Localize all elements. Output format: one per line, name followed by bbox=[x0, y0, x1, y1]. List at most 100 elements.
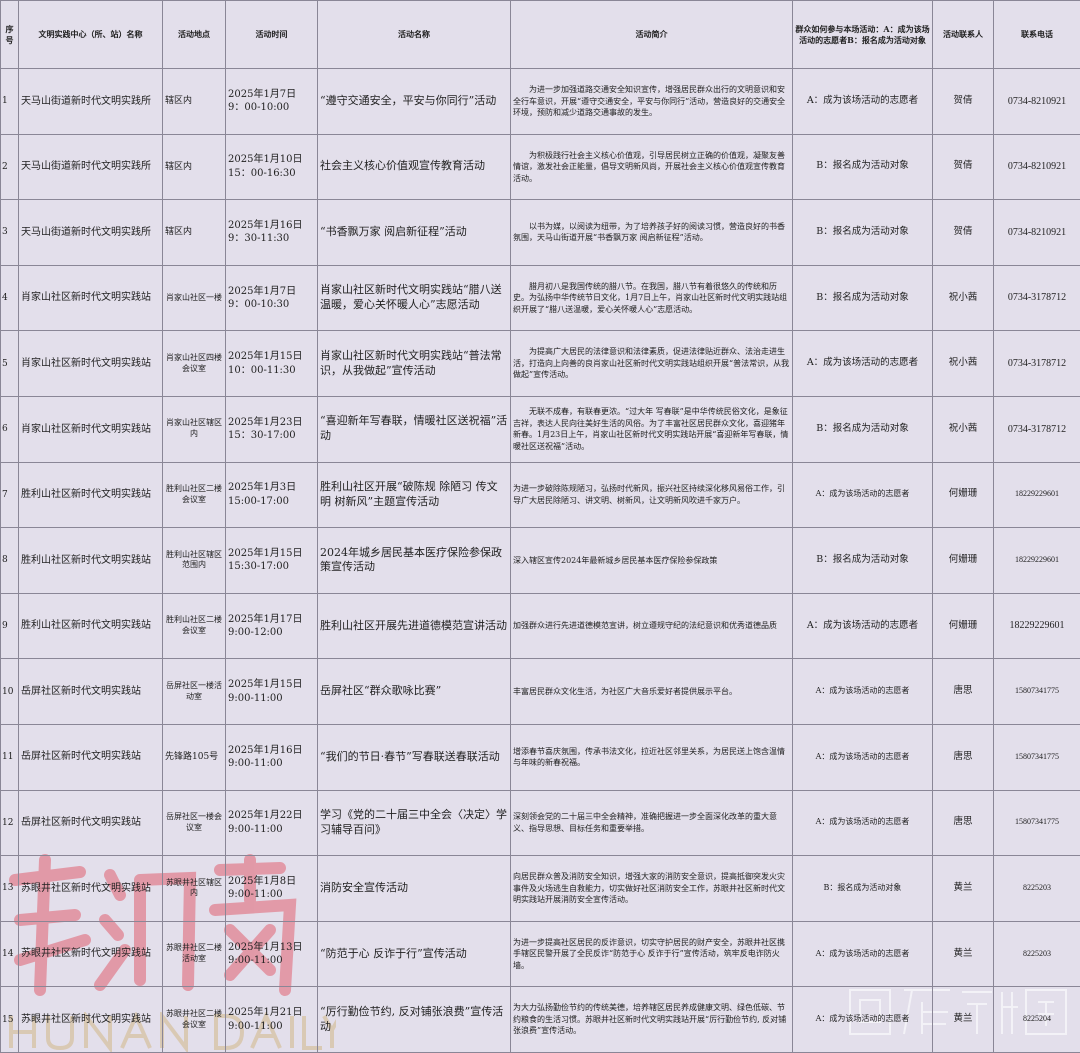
contact-person: 唐思 bbox=[932, 658, 994, 725]
activity-location: 辖区内 bbox=[162, 133, 226, 201]
participation-mode: B：报名成为活动对象 bbox=[792, 527, 933, 594]
activity-date: 2025年1月22日 bbox=[228, 810, 303, 822]
row-number: 9 bbox=[0, 592, 19, 660]
activity-name: “防范于心 反诈于行”宣传活动 bbox=[317, 920, 511, 988]
table-row: 11 岳屏社区新时代文明实践站 先锋路105号 2025年1月16日 9:00-11:0… bbox=[0, 723, 1080, 791]
activity-hours: 10：00-11:30 bbox=[228, 364, 296, 376]
contact-phone: 15807341775 bbox=[993, 658, 1080, 725]
activity-location: 肖家山社区四楼会议室 bbox=[162, 330, 226, 397]
header-phone: 联系电话 bbox=[993, 0, 1080, 69]
table-row: 7 胜利山社区新时代文明实践站 胜利山社区二楼会议室 2025年1月3日 15:00-1… bbox=[0, 461, 1080, 529]
activity-name: “厉行勤俭节约, 反对铺张浪费”宣传活动 bbox=[317, 986, 511, 1053]
activity-date: 2025年1月17日 bbox=[228, 613, 303, 625]
center-name: 胜利山社区新时代文明实践站 bbox=[18, 461, 163, 529]
activity-time: 2025年1月16日 9：30-11:30 bbox=[225, 199, 318, 266]
participation-mode: B：报名成为活动对象 bbox=[792, 199, 933, 266]
activity-time: 2025年1月7日 9：00-10:30 bbox=[225, 264, 318, 332]
activity-date: 2025年1月8日 bbox=[228, 875, 297, 887]
activity-hours: 9:00-11:00 bbox=[228, 823, 283, 835]
activity-intro: 加强群众进行先进道德模范宣讲，树立遵规守纪的法纪意识和优秀道德品质 bbox=[510, 592, 793, 660]
activity-hours: 15:00-17:00 bbox=[228, 495, 290, 507]
activity-date: 2025年1月16日 bbox=[228, 744, 303, 756]
row-number: 3 bbox=[0, 199, 19, 266]
contact-phone: 18229229601 bbox=[993, 461, 1080, 529]
activity-hours: 9：30-11:30 bbox=[228, 233, 290, 245]
activity-date: 2025年1月23日 bbox=[228, 416, 303, 428]
header-participation: 群众如何参与本场活动：A：成为该场活动的志愿者B：报名成为活动对象 bbox=[792, 0, 933, 69]
activity-location: 胜利山社区辖区范围内 bbox=[162, 527, 226, 594]
table-row: 6 肖家山社区新时代文明实践站 肖家山社区辖区内 2025年1月23日 15：30-17… bbox=[0, 395, 1080, 463]
activity-intro: 腊月初八是我国传统的腊八节。在我国，腊八节有着很悠久的传统和历史。为弘扬中华传统… bbox=[510, 264, 793, 332]
center-name: 天马山街道新时代文明实践所 bbox=[18, 133, 163, 201]
activity-hours: 15：00-16:30 bbox=[228, 167, 296, 179]
activity-time: 2025年1月23日 15：30-17:00 bbox=[225, 395, 318, 463]
contact-phone: 0734-3178712 bbox=[993, 395, 1080, 463]
contact-phone: 18229229601 bbox=[993, 592, 1080, 660]
activity-date: 2025年1月15日 bbox=[228, 679, 303, 691]
activity-hours: 15：30-17:00 bbox=[228, 430, 296, 442]
activity-name: 肖家山社区新时代文明实践站“普法常识，从我做起”宣传活动 bbox=[317, 330, 511, 397]
contact-phone: 8225204 bbox=[993, 986, 1080, 1053]
center-name: 岳屏社区新时代文明实践站 bbox=[18, 658, 163, 725]
contact-person: 贺倩 bbox=[932, 199, 994, 266]
contact-person: 何姗珊 bbox=[932, 592, 994, 660]
activity-time: 2025年1月17日 9:00-12:00 bbox=[225, 592, 318, 660]
activity-location: 苏眼井社区辖区内 bbox=[162, 855, 226, 922]
activity-date: 2025年1月16日 bbox=[228, 219, 303, 231]
activity-location: 岳屏社区一楼会议室 bbox=[162, 789, 226, 857]
activity-hours: 9:00-11:00 bbox=[228, 889, 283, 901]
contact-phone: 0734-8210921 bbox=[993, 68, 1080, 135]
activity-location: 苏眼井社区二楼会议室 bbox=[162, 986, 226, 1053]
center-name: 肖家山社区新时代文明实践站 bbox=[18, 264, 163, 332]
activity-name: “遵守交通安全，平安与你同行”活动 bbox=[317, 68, 511, 135]
activity-hours: 9：00-10:00 bbox=[228, 102, 290, 114]
participation-mode: A：成为该场活动的志愿者 bbox=[792, 330, 933, 397]
activity-intro: 为进一步破除陈规陋习，弘扬时代新风，振兴社区持续深化移风易俗工作，引导广大居民除… bbox=[510, 461, 793, 529]
activity-location: 肖家山社区一楼 bbox=[162, 264, 226, 332]
contact-phone: 0734-8210921 bbox=[993, 133, 1080, 201]
row-number: 7 bbox=[0, 461, 19, 529]
activity-location: 岳屏社区一楼活动室 bbox=[162, 658, 226, 725]
contact-person: 唐思 bbox=[932, 723, 994, 791]
contact-person: 黄兰 bbox=[932, 855, 994, 922]
activity-time: 2025年1月13日 9:00-11:00 bbox=[225, 920, 318, 988]
center-name: 苏眼井社区新时代文明实践站 bbox=[18, 986, 163, 1053]
contact-phone: 0734-8210921 bbox=[993, 199, 1080, 266]
header-no: 序号 bbox=[0, 0, 19, 69]
activity-hours: 15:30-17:00 bbox=[228, 561, 290, 573]
header-contact: 活动联系人 bbox=[932, 0, 994, 69]
row-number: 10 bbox=[0, 658, 19, 725]
activity-intro: 为进一步提高社区居民的反诈意识，切实守护居民的财产安全，苏眼井社区携手辖区民警开… bbox=[510, 920, 793, 988]
activity-hours: 9:00-11:00 bbox=[228, 692, 283, 704]
activity-time: 2025年1月15日 9:00-11:00 bbox=[225, 658, 318, 725]
table-row: 10 岳屏社区新时代文明实践站 岳屏社区一楼活动室 2025年1月15日 9:00-11… bbox=[0, 658, 1080, 725]
table-row: 4 肖家山社区新时代文明实践站 肖家山社区一楼 2025年1月7日 9：00-10:30… bbox=[0, 264, 1080, 332]
table-row: 1 天马山街道新时代文明实践所 辖区内 2025年1月7日 9：00-10:00 “遵守交… bbox=[0, 68, 1080, 135]
activity-time: 2025年1月10日 15：00-16:30 bbox=[225, 133, 318, 201]
contact-phone: 15807341775 bbox=[993, 789, 1080, 857]
center-name: 岳屏社区新时代文明实践站 bbox=[18, 723, 163, 791]
row-number: 14 bbox=[0, 920, 19, 988]
row-number: 4 bbox=[0, 264, 19, 332]
participation-mode: B：报名成为活动对象 bbox=[792, 855, 933, 922]
participation-mode: A：成为该场活动的志愿者 bbox=[792, 920, 933, 988]
table-header-row: 序号 文明实践中心（所、站）名称 活动地点 活动时间 活动名称 活动简介 群众如… bbox=[0, 0, 1080, 69]
activity-intro: 丰富居民群众文化生活，为社区广大音乐爱好者提供展示平台。 bbox=[510, 658, 793, 725]
activity-name: 消防安全宣传活动 bbox=[317, 855, 511, 922]
table-row: 13 苏眼井社区新时代文明实践站 苏眼井社区辖区内 2025年1月8日 9:00-11:… bbox=[0, 855, 1080, 922]
table-row: 8 胜利山社区新时代文明实践站 胜利山社区辖区范围内 2025年1月15日 15:30-… bbox=[0, 527, 1080, 594]
activity-time: 2025年1月21日 9:00-11:00 bbox=[225, 986, 318, 1053]
activity-date: 2025年1月15日 bbox=[228, 351, 303, 363]
center-name: 胜利山社区新时代文明实践站 bbox=[18, 527, 163, 594]
activity-name: 胜利山社区开展先进道德模范宣讲活动 bbox=[317, 592, 511, 660]
activity-hours: 9:00-11:00 bbox=[228, 955, 283, 967]
activity-name: “喜迎新年写春联，情暖社区送祝福”活动 bbox=[317, 395, 511, 463]
activity-intro: 为进一步加强道路交通安全知识宣传，增强居民群众出行的文明意识和安全行车意识，开展… bbox=[510, 68, 793, 135]
activity-intro: 增添春节喜庆氛围，传承书法文化，拉近社区邻里关系，为居民送上饱含温情与年味的新春… bbox=[510, 723, 793, 791]
table-row: 9 胜利山社区新时代文明实践站 胜利山社区二楼会议室 2025年1月17日 9:00-1… bbox=[0, 592, 1080, 660]
table-row: 12 岳屏社区新时代文明实践站 岳屏社区一楼会议室 2025年1月22日 9:00-11… bbox=[0, 789, 1080, 857]
contact-phone: 8225203 bbox=[993, 920, 1080, 988]
activity-name: “我们的节日·春节”写春联送春联活动 bbox=[317, 723, 511, 791]
activity-time: 2025年1月16日 9:00-11:00 bbox=[225, 723, 318, 791]
